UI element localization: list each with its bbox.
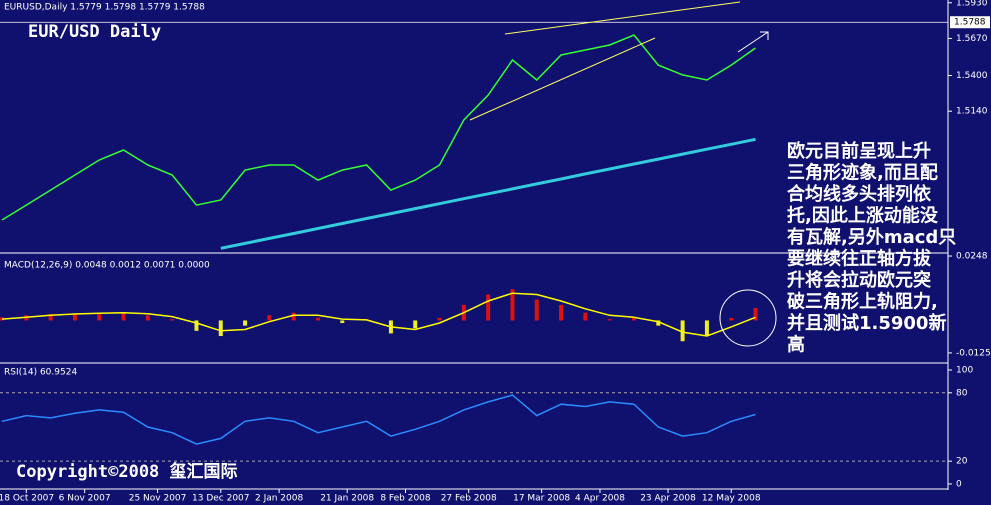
histogram-bar [437,317,442,321]
annotation-line: 欧元目前呈现上升 [787,140,931,162]
arrow [737,31,769,53]
y-tick-label: 1.5930 [956,0,988,8]
annotation-line: 破三角形上轨阻力, [787,291,938,313]
x-tick-label: 18 Oct 2007 [0,494,54,504]
last-price-label: 1.5788 [954,18,986,28]
y-tick-label: 20 [956,457,968,467]
y-tick-label: 80 [956,388,968,398]
annotation-line: 高 [787,334,805,356]
annotation-line: 有瓦解,另外macd只 [787,226,956,248]
series-line [1,394,756,445]
x-tick-label: 23 Apr 2008 [640,494,696,504]
histogram-bar [729,317,734,321]
y-tick-label: 1.5400 [956,71,988,81]
annotation-line: 合均线多头排列依 [787,183,932,205]
histogram-bar [243,320,248,326]
y-tick-label: 0.0248 [956,252,988,262]
histogram-bar [72,313,77,321]
x-tick-label: 8 Feb 2008 [380,494,431,504]
histogram-bar [632,317,636,321]
histogram-bar [194,320,199,331]
chart-title: EUR/USD Daily [28,22,161,42]
annotation-line: 三角形迹象,而且配 [787,162,938,184]
histogram-bar [413,320,418,329]
series-line [1,34,756,221]
y-tick-label: -0.0125 [956,348,991,358]
histogram-bar [486,294,491,321]
arrow-head [760,31,769,40]
histogram-bar [170,319,175,321]
annotation-line: 要继续往正轴方拔 [787,248,932,270]
last-price-box [950,16,990,29]
histogram-bar [583,312,588,321]
histogram-bar [316,317,320,321]
annotation-line: 升将会拉动欧元突 [787,269,931,291]
histogram-bar [704,320,709,337]
highlight-circle [719,289,777,347]
histogram-bar [121,312,126,321]
annotation-line: 托,因此上涨动能没 [787,205,939,227]
histogram-bar [218,320,223,337]
histogram-bar [753,307,758,321]
histogram-bar [510,289,515,321]
y-tick-label: 1.5670 [956,34,988,44]
histogram-bar [559,304,564,321]
histogram-bar [656,320,661,326]
x-tick-label: 12 May 2008 [702,494,761,504]
series-line [220,137,756,250]
histogram-bar [97,312,102,321]
x-tick-label: 17 Mar 2008 [513,494,570,504]
histogram-bar [267,315,272,321]
symbol-info: EURUSD,Daily 1.5779 1.5798 1.5779 1.5788 [4,3,205,13]
x-tick-label: 6 Nov 2007 [59,494,111,504]
x-tick-label: 4 Apr 2008 [575,494,625,504]
x-tick-label: 2 Jan 2008 [255,494,303,504]
rsi-title: RSI(14) 60.9524 [4,368,77,378]
trend-line [469,37,656,121]
histogram-bar [534,299,539,321]
y-tick-label: 100 [956,366,973,376]
macd-title: MACD(12,26,9) 0.0048 0.0012 0.0071 0.000… [4,261,210,271]
x-tick-label: 13 Dec 2007 [192,494,250,504]
y-tick-label: 1.5140 [956,107,988,117]
histogram-bar [48,313,53,321]
x-tick-label: 25 Nov 2007 [129,494,187,504]
copyright: Copyright©2008 玺汇国际 [16,461,238,482]
series-line [1,292,756,337]
trend-line [504,1,741,35]
histogram-bar [680,320,685,342]
annotation-line: 并且测试1.5900新 [787,312,946,334]
histogram-bar [145,315,150,321]
histogram-bar [291,312,296,321]
x-tick-label: 21 Jan 2008 [320,494,374,504]
histogram-bar [607,319,612,321]
x-tick-label: 27 Feb 2008 [441,494,497,504]
histogram-bar [340,320,345,324]
y-tick-label: 0 [956,479,962,489]
